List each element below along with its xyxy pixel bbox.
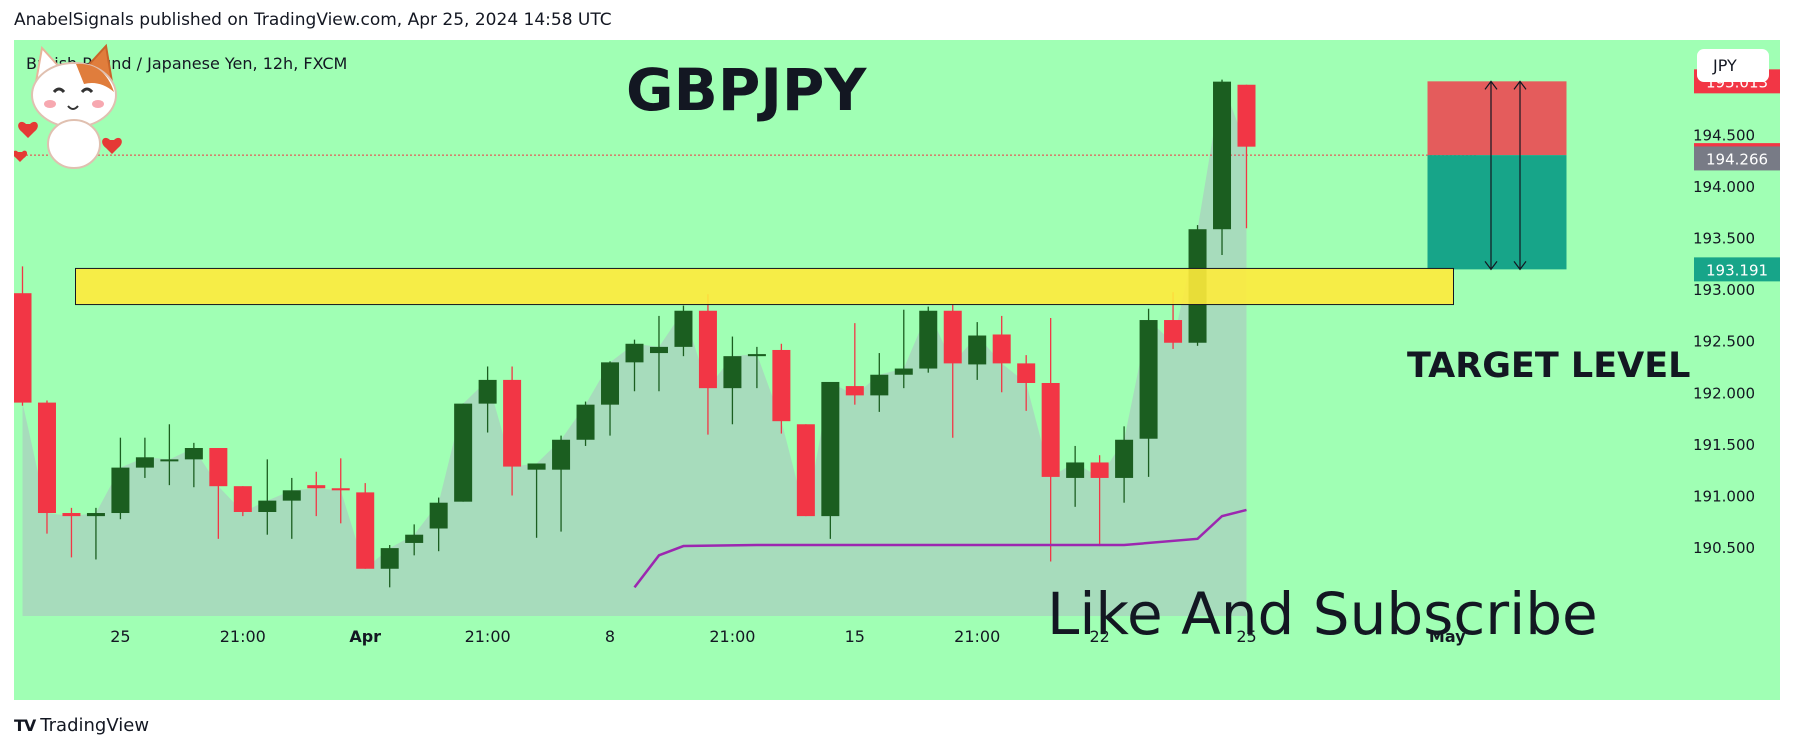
candle-body bbox=[845, 386, 864, 396]
candle-body bbox=[331, 488, 350, 491]
candle-body bbox=[870, 374, 889, 396]
candle-body bbox=[919, 310, 938, 369]
candle-body bbox=[233, 486, 252, 512]
y-tick-label: 192.000 bbox=[1693, 384, 1755, 402]
y-tick-label: 194.000 bbox=[1693, 178, 1755, 196]
candle-body bbox=[968, 335, 987, 365]
candle-body bbox=[160, 459, 179, 462]
x-tick-label: 8 bbox=[605, 627, 615, 646]
currency-button[interactable]: JPY bbox=[1697, 49, 1769, 82]
candle-body bbox=[503, 379, 522, 467]
publish-info: AnabelSignals published on TradingView.c… bbox=[14, 10, 612, 30]
candlestick-chart[interactable]: 190.500 191.000 191.500 192.000 192.500 193.0… bbox=[14, 40, 1780, 700]
y-tick-label: 191.000 bbox=[1693, 487, 1755, 505]
candle-body bbox=[380, 548, 399, 569]
candle-body bbox=[649, 346, 668, 354]
candle-body bbox=[184, 448, 203, 460]
arrow-head bbox=[1484, 80, 1498, 90]
tradingview-logo-icon: TV bbox=[14, 716, 36, 735]
candle-body bbox=[62, 513, 81, 517]
candle-body bbox=[601, 362, 620, 405]
price-label: 193.191 bbox=[1706, 261, 1768, 279]
y-tick-label: 194.500 bbox=[1693, 126, 1755, 144]
x-tick-label: 15 bbox=[845, 627, 865, 646]
candle-body bbox=[576, 404, 595, 440]
take-profit-box bbox=[1427, 155, 1567, 270]
candle-body bbox=[1237, 84, 1256, 147]
candle-body bbox=[1090, 462, 1109, 478]
candle-body bbox=[992, 334, 1011, 364]
candle-body bbox=[527, 463, 546, 470]
candle-body bbox=[258, 500, 277, 512]
candle-body bbox=[37, 402, 56, 514]
candle-body bbox=[356, 492, 375, 569]
x-tick-label: 25 bbox=[1236, 627, 1256, 646]
price-label-bg bbox=[1694, 257, 1780, 282]
candle-body bbox=[307, 485, 326, 489]
footer-brand[interactable]: TV TradingView bbox=[14, 715, 149, 736]
target-level-label: TARGET LEVEL bbox=[1407, 346, 1691, 386]
x-tick-label: 21:00 bbox=[465, 627, 511, 646]
y-tick-label: 193.500 bbox=[1693, 229, 1755, 247]
candle-body bbox=[1115, 439, 1134, 478]
candle-body bbox=[1017, 363, 1036, 383]
y-tick-label: 191.500 bbox=[1693, 436, 1755, 454]
candle-body bbox=[282, 490, 301, 501]
brand-name: TradingView bbox=[40, 715, 150, 736]
arrow-icon bbox=[1484, 80, 1498, 271]
candle-body bbox=[723, 356, 742, 389]
candle-body bbox=[747, 354, 766, 357]
target-zone bbox=[75, 267, 1454, 306]
price-label: 194.266 bbox=[1706, 150, 1768, 168]
candle-body bbox=[86, 513, 105, 517]
candle-body bbox=[478, 379, 497, 404]
x-tick-label: May bbox=[1429, 627, 1466, 646]
stop-loss-box bbox=[1427, 81, 1567, 156]
arrow-head bbox=[1513, 261, 1527, 271]
candle-body bbox=[429, 502, 448, 529]
arrow-head bbox=[1484, 261, 1498, 271]
candle-body bbox=[209, 448, 228, 487]
moving-average-line bbox=[633, 508, 1247, 589]
candle-body bbox=[698, 310, 717, 389]
arrow-head bbox=[1513, 80, 1527, 90]
arrow-icon bbox=[1513, 80, 1527, 271]
candle-body bbox=[135, 457, 154, 468]
candle-body bbox=[796, 424, 815, 517]
price-label-bg bbox=[1694, 146, 1780, 171]
x-tick-label: Apr bbox=[349, 627, 381, 646]
x-tick-label: 21:00 bbox=[709, 627, 755, 646]
x-tick-label: 21:00 bbox=[220, 627, 266, 646]
candle-body bbox=[111, 467, 130, 514]
candle-body bbox=[1041, 382, 1060, 477]
candle-body bbox=[674, 310, 693, 347]
candle-body bbox=[552, 439, 571, 470]
candle-body bbox=[943, 310, 962, 364]
like-subscribe-text: Like And Subscribe bbox=[1047, 580, 1598, 648]
candle-body bbox=[1139, 320, 1158, 439]
x-tick-label: 22 bbox=[1089, 627, 1109, 646]
candle-body bbox=[894, 368, 913, 375]
candle-body bbox=[454, 403, 473, 502]
candle-body bbox=[821, 381, 840, 517]
x-tick-label: 25 bbox=[110, 627, 130, 646]
candle-body bbox=[1213, 81, 1232, 230]
y-tick-label: 190.500 bbox=[1693, 539, 1755, 557]
candle-body bbox=[14, 293, 32, 403]
cat-mascot-icon bbox=[14, 43, 122, 169]
candle-body bbox=[1164, 320, 1183, 343]
y-tick-label: 192.500 bbox=[1693, 333, 1755, 351]
candle-body bbox=[772, 349, 791, 422]
candle-body bbox=[405, 534, 424, 543]
y-tick-label: 193.000 bbox=[1693, 281, 1755, 299]
x-tick-label: 21:00 bbox=[954, 627, 1000, 646]
candle-body bbox=[625, 343, 644, 363]
chart-container[interactable]: 190.500 191.000 191.500 192.000 192.500 193.0… bbox=[14, 40, 1780, 700]
candle-body bbox=[1066, 462, 1085, 478]
chart-title: GBPJPY bbox=[626, 56, 867, 124]
